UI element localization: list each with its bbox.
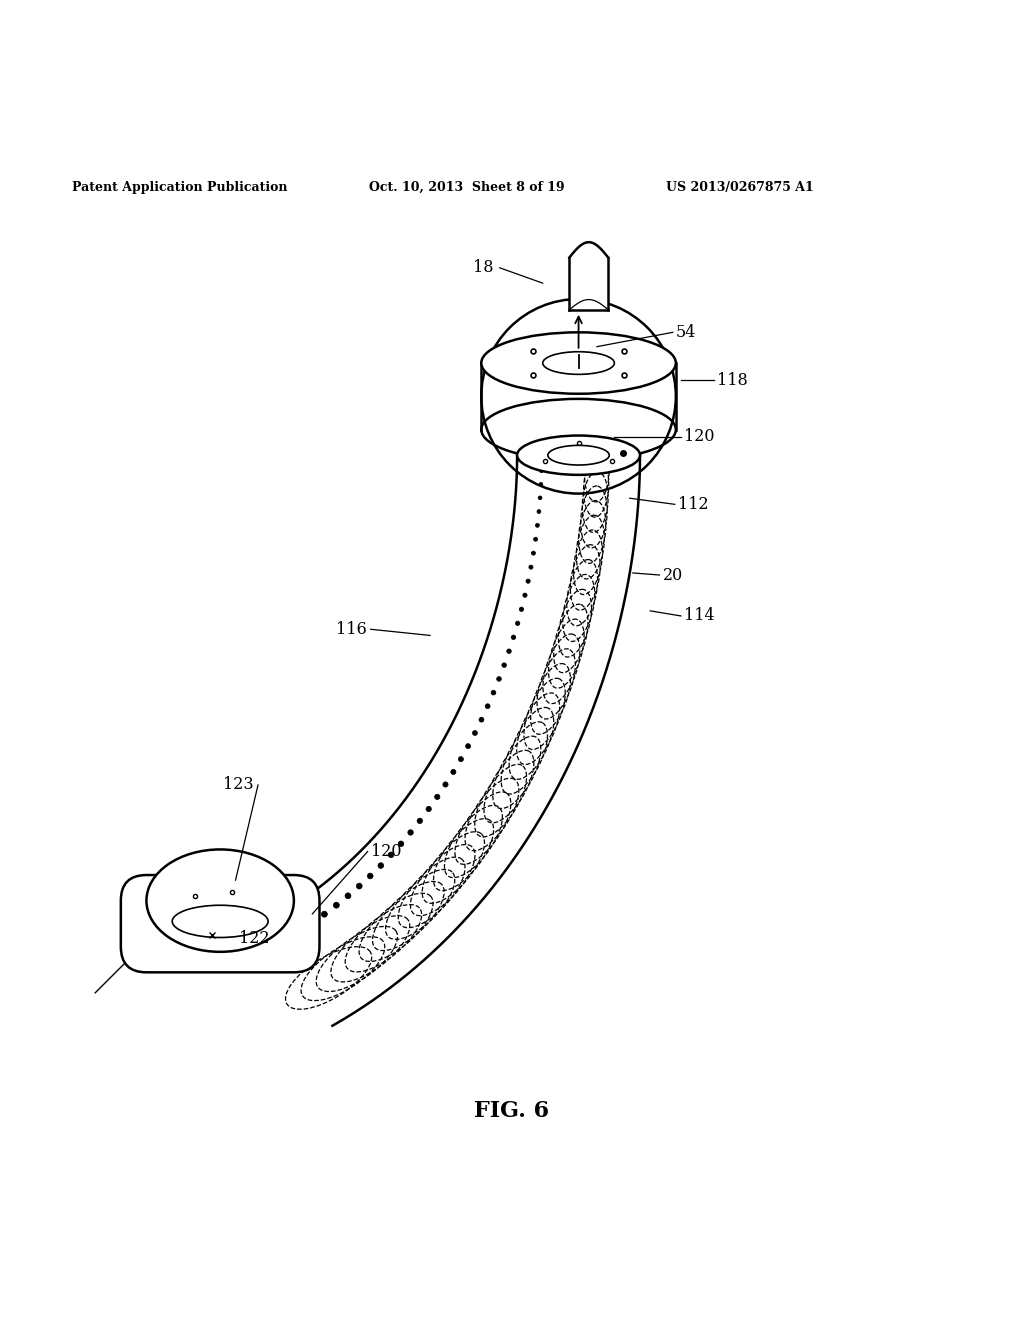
Text: 120: 120 <box>371 843 401 861</box>
Text: US 2013/0267875 A1: US 2013/0267875 A1 <box>666 181 813 194</box>
Ellipse shape <box>388 851 394 858</box>
Ellipse shape <box>434 795 440 800</box>
Ellipse shape <box>502 663 507 668</box>
FancyBboxPatch shape <box>121 875 319 973</box>
Ellipse shape <box>517 436 640 475</box>
Ellipse shape <box>378 863 384 869</box>
Ellipse shape <box>537 510 541 513</box>
Ellipse shape <box>515 622 520 626</box>
Ellipse shape <box>528 565 534 569</box>
Ellipse shape <box>543 351 614 375</box>
Ellipse shape <box>485 704 490 709</box>
Ellipse shape <box>536 523 540 527</box>
Ellipse shape <box>472 730 477 735</box>
Text: 118: 118 <box>717 372 748 389</box>
Ellipse shape <box>539 482 543 486</box>
Text: 54: 54 <box>676 323 696 341</box>
Ellipse shape <box>459 756 464 762</box>
Text: 123: 123 <box>223 776 254 793</box>
Ellipse shape <box>479 717 484 722</box>
Text: 18: 18 <box>473 259 494 276</box>
Text: 122: 122 <box>239 931 269 946</box>
Text: Patent Application Publication: Patent Application Publication <box>72 181 287 194</box>
Text: 116: 116 <box>336 620 367 638</box>
Ellipse shape <box>345 892 351 899</box>
Ellipse shape <box>534 537 538 541</box>
Ellipse shape <box>309 920 315 925</box>
Ellipse shape <box>442 781 449 787</box>
Ellipse shape <box>492 690 496 696</box>
Ellipse shape <box>526 579 530 583</box>
Text: 112: 112 <box>678 496 709 513</box>
Ellipse shape <box>497 677 502 681</box>
Ellipse shape <box>548 445 609 465</box>
Ellipse shape <box>481 333 676 393</box>
Ellipse shape <box>296 928 302 935</box>
Text: 120: 120 <box>684 428 715 445</box>
Polygon shape <box>271 455 640 1026</box>
Ellipse shape <box>507 649 511 653</box>
Ellipse shape <box>451 770 456 775</box>
Ellipse shape <box>398 841 403 846</box>
Ellipse shape <box>466 743 471 748</box>
Ellipse shape <box>334 902 339 908</box>
Ellipse shape <box>408 830 414 836</box>
Text: 20: 20 <box>663 566 683 583</box>
Text: 114: 114 <box>684 607 715 624</box>
Ellipse shape <box>511 635 516 639</box>
Text: Oct. 10, 2013  Sheet 8 of 19: Oct. 10, 2013 Sheet 8 of 19 <box>369 181 564 194</box>
Ellipse shape <box>523 593 527 598</box>
Ellipse shape <box>426 807 431 812</box>
Ellipse shape <box>519 607 523 611</box>
Text: FIG. 6: FIG. 6 <box>474 1100 550 1122</box>
FancyBboxPatch shape <box>569 257 608 310</box>
Ellipse shape <box>172 906 268 937</box>
Ellipse shape <box>322 911 328 917</box>
Ellipse shape <box>368 873 373 879</box>
Ellipse shape <box>539 496 542 500</box>
Ellipse shape <box>356 883 362 888</box>
Ellipse shape <box>540 469 544 473</box>
Ellipse shape <box>417 818 423 824</box>
Ellipse shape <box>531 552 536 556</box>
Ellipse shape <box>146 850 294 952</box>
